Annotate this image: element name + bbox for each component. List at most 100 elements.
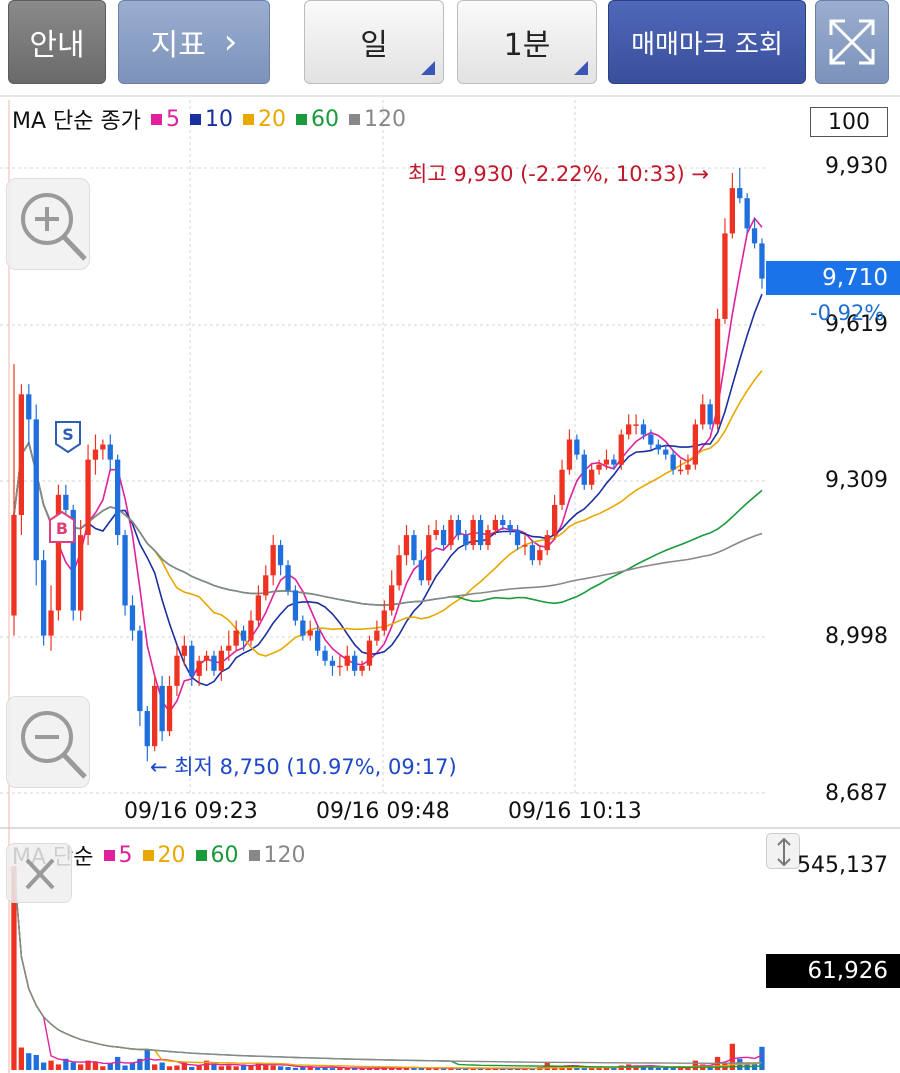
candle-body: [344, 655, 350, 666]
volume-bar: [611, 1067, 617, 1070]
chart-canvas[interactable]: [0, 92, 900, 1073]
candle-body: [626, 424, 632, 435]
volume-bar: [396, 1068, 402, 1070]
sell-mark[interactable]: S: [53, 420, 83, 454]
legend-item-vol-ma5: 5: [103, 842, 133, 868]
candle-body: [574, 439, 580, 455]
volume-bar: [403, 1067, 410, 1070]
guide-button[interactable]: 안내: [8, 0, 106, 84]
candle-body: [137, 630, 143, 712]
volume-bar: [18, 1047, 24, 1070]
volume-bar: [233, 1066, 239, 1070]
candle-body: [352, 655, 358, 671]
candle-body: [322, 650, 328, 661]
volume-bar: [92, 1062, 99, 1070]
candle-body: [411, 535, 417, 561]
candle-body: [122, 535, 128, 606]
legend-swatch: [150, 113, 162, 125]
legend-item-ma120: 120: [348, 107, 406, 132]
volume-bar: [492, 1068, 498, 1070]
period-select[interactable]: 일: [304, 0, 444, 84]
volume-bar: [329, 1068, 336, 1070]
zoom-in-button[interactable]: [6, 178, 90, 270]
legend-item-vol-ma20: 20: [142, 843, 186, 868]
price-tick-label: 8,998: [825, 624, 888, 649]
zoom-out-button[interactable]: [6, 696, 90, 788]
volume-bar: [589, 1068, 595, 1070]
zoom-in-icon: [21, 193, 87, 261]
candle-body: [211, 655, 217, 671]
candle-body: [218, 650, 224, 671]
volume-bar: [107, 1063, 113, 1070]
candle-body: [63, 494, 69, 510]
volume-bar: [344, 1068, 350, 1070]
volume-bar: [759, 1046, 765, 1070]
resize-panel-handle[interactable]: [766, 833, 800, 869]
candle-body: [663, 449, 669, 455]
legend-swatch: [242, 113, 254, 125]
volume-ma120-line: [13, 865, 763, 1065]
candle-body: [315, 630, 321, 651]
buy-mark[interactable]: B: [47, 510, 77, 543]
vertical-resize-icon: [777, 837, 791, 867]
time-tick-label: 09/16 10:13: [508, 799, 642, 824]
candle-body: [129, 605, 136, 631]
candle-body: [181, 645, 187, 656]
candle-body: [677, 469, 684, 472]
volume-bar: [485, 1068, 491, 1070]
candle-body: [70, 509, 76, 611]
candle-body: [263, 575, 269, 596]
top-toolbar: 안내 지표 › 일 1분 매매마크 조회: [0, 0, 900, 92]
volume-bar: [707, 1066, 713, 1070]
candle-body: [359, 665, 365, 671]
candle-body: [670, 454, 676, 470]
ma-period-input[interactable]: 100: [810, 107, 888, 137]
interval-select-label: 1분: [503, 28, 551, 63]
volume-bar: [337, 1067, 343, 1070]
buy-mark-shape: [49, 510, 75, 543]
dropdown-corner-icon: [421, 61, 435, 75]
close-volume-panel-button[interactable]: [6, 843, 72, 903]
candle-body: [640, 424, 647, 435]
volume-bar: [655, 1067, 661, 1070]
legend-label: 60: [310, 106, 339, 132]
candle-body: [166, 685, 173, 732]
candle-body: [292, 590, 299, 621]
legend-swatch: [195, 849, 207, 861]
candle-body: [737, 188, 743, 199]
current-change-percent: -0.92%: [810, 301, 885, 325]
volume-bar: [470, 1068, 476, 1070]
interval-select[interactable]: 1분: [457, 0, 597, 84]
trade-mark-lookup-button[interactable]: 매매마크 조회: [608, 0, 806, 84]
legend-item-ma10: 10: [189, 107, 233, 132]
volume-bar: [455, 1068, 461, 1070]
volume-bar: [129, 1062, 136, 1070]
candle-body: [426, 535, 432, 581]
legend-swatch: [295, 113, 307, 125]
candle-body: [581, 454, 587, 485]
price-tick-label: 8,687: [825, 781, 888, 806]
volume-bar: [292, 1067, 299, 1070]
candle-body: [751, 228, 758, 244]
volume-bar: [48, 1060, 54, 1070]
volume-bar: [270, 1065, 276, 1070]
close-icon: [25, 858, 55, 890]
candle-body: [285, 565, 291, 591]
legend-label: 120: [263, 842, 306, 868]
candle-body: [100, 444, 106, 450]
candle-body: [115, 459, 121, 535]
indicator-button[interactable]: 지표 ›: [118, 0, 270, 84]
candle-body: [589, 469, 595, 485]
volume-bar: [729, 1043, 735, 1070]
volume-bar: [418, 1068, 424, 1070]
candle-body: [603, 459, 610, 465]
candle-body: [492, 520, 498, 531]
volume-bar: [448, 1067, 454, 1070]
candle-body: [507, 525, 513, 530]
legend-label: 5: [118, 842, 133, 868]
volume-bar: [574, 1067, 580, 1070]
volume-bar: [181, 1062, 187, 1070]
expand-button[interactable]: [815, 0, 889, 84]
volume-bar: [248, 1065, 254, 1070]
legend-item-ma20: 20: [242, 107, 286, 132]
